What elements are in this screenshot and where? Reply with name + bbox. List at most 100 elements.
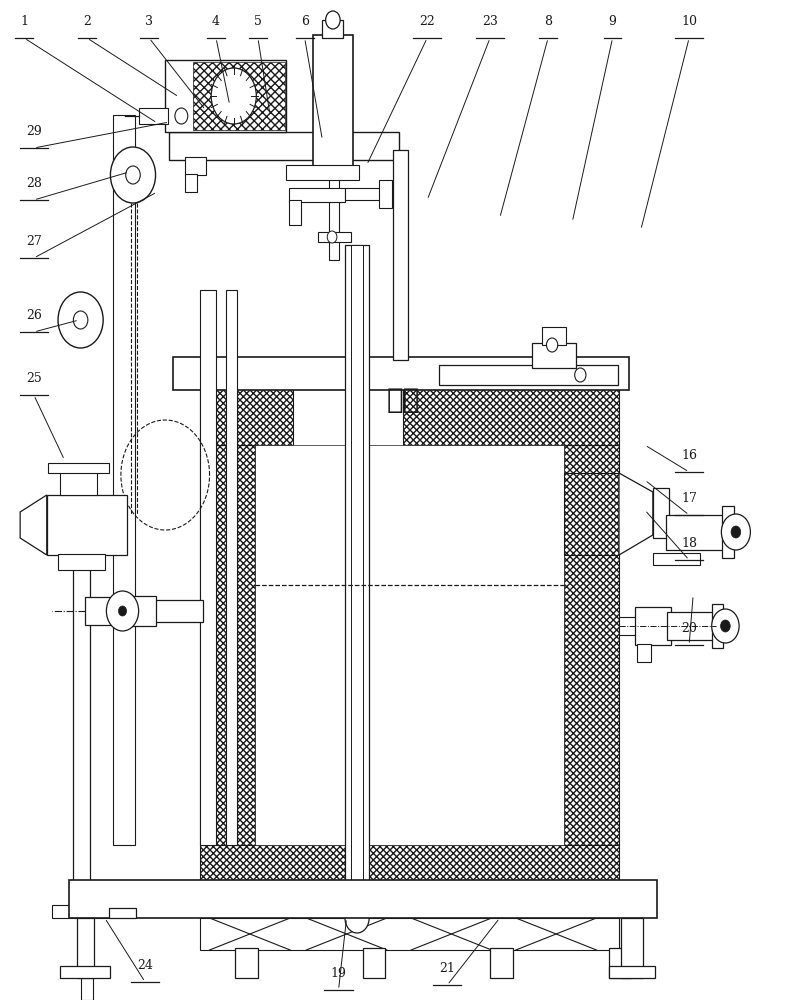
Bar — [139, 108, 168, 124]
Bar — [351, 245, 363, 905]
Circle shape — [345, 903, 369, 933]
Bar — [379, 180, 392, 208]
Bar — [200, 845, 619, 905]
Bar — [289, 188, 345, 202]
Bar — [226, 290, 237, 845]
Bar — [393, 150, 408, 360]
Text: 铁液: 铁液 — [386, 386, 420, 414]
Bar — [666, 515, 726, 550]
Text: 4: 4 — [212, 15, 220, 28]
Circle shape — [731, 526, 741, 538]
Bar — [667, 612, 716, 640]
Bar — [322, 20, 343, 38]
Circle shape — [575, 368, 586, 382]
Bar — [200, 385, 293, 445]
Bar — [185, 157, 206, 175]
Text: 24: 24 — [137, 959, 153, 972]
Bar — [619, 617, 639, 635]
Bar — [235, 948, 258, 978]
Circle shape — [712, 609, 739, 643]
Bar — [77, 918, 94, 978]
Bar — [363, 948, 385, 978]
Bar — [313, 35, 353, 180]
Polygon shape — [345, 905, 369, 918]
Text: 2: 2 — [83, 15, 91, 28]
Bar — [58, 554, 105, 570]
Bar — [621, 918, 643, 978]
Text: 18: 18 — [681, 537, 697, 550]
Bar — [653, 553, 700, 565]
Bar — [345, 245, 369, 905]
Bar — [117, 596, 156, 626]
Text: 26: 26 — [26, 309, 42, 322]
Text: 25: 25 — [26, 372, 42, 385]
Text: 5: 5 — [254, 15, 262, 28]
Polygon shape — [619, 473, 653, 555]
Bar — [60, 470, 97, 495]
Circle shape — [721, 620, 730, 632]
Circle shape — [106, 591, 139, 631]
Circle shape — [58, 292, 103, 348]
Text: 20: 20 — [681, 622, 697, 635]
Polygon shape — [20, 495, 47, 555]
Bar — [609, 966, 655, 978]
Bar — [165, 60, 286, 132]
Circle shape — [546, 338, 558, 352]
Bar — [439, 365, 618, 385]
Circle shape — [126, 166, 140, 184]
Bar — [318, 232, 351, 242]
Bar — [200, 290, 216, 845]
Bar — [345, 188, 384, 200]
Bar — [653, 488, 669, 538]
Text: 9: 9 — [609, 15, 617, 28]
Circle shape — [73, 311, 88, 329]
Bar — [564, 473, 619, 555]
Bar — [185, 174, 197, 192]
Text: 6: 6 — [301, 15, 309, 28]
Bar — [85, 597, 118, 625]
Bar — [169, 132, 399, 160]
Text: 3: 3 — [145, 15, 153, 28]
Bar — [109, 908, 136, 918]
Text: 28: 28 — [26, 177, 42, 190]
Text: 21: 21 — [439, 962, 455, 975]
Bar — [403, 385, 619, 445]
Bar — [289, 200, 301, 225]
Bar — [286, 165, 359, 180]
Text: 19: 19 — [330, 967, 347, 980]
Circle shape — [327, 231, 337, 243]
Text: 8: 8 — [544, 15, 552, 28]
Bar — [52, 905, 109, 918]
Bar — [73, 555, 90, 915]
Bar — [722, 506, 734, 558]
Bar — [60, 966, 110, 978]
Bar — [48, 463, 109, 473]
Bar — [712, 604, 723, 648]
Circle shape — [175, 108, 188, 124]
Bar — [200, 445, 255, 845]
Text: 22: 22 — [419, 15, 435, 28]
Bar — [542, 327, 566, 345]
Text: 27: 27 — [26, 235, 42, 248]
Circle shape — [118, 606, 127, 616]
Bar — [69, 880, 657, 918]
Bar — [81, 975, 93, 1000]
Bar — [113, 115, 135, 845]
Bar — [532, 343, 576, 368]
Bar — [255, 445, 564, 845]
Text: 1: 1 — [20, 15, 28, 28]
Bar — [329, 178, 339, 260]
Bar — [637, 644, 651, 662]
Bar — [193, 62, 285, 130]
Bar — [155, 600, 203, 622]
Bar — [564, 445, 619, 845]
Bar — [47, 495, 127, 555]
Bar — [200, 918, 619, 950]
Bar — [609, 948, 631, 978]
Bar — [635, 607, 671, 645]
Bar — [173, 357, 629, 390]
Text: 10: 10 — [681, 15, 697, 28]
Circle shape — [721, 514, 750, 550]
Text: 17: 17 — [681, 492, 697, 505]
Bar — [490, 948, 513, 978]
